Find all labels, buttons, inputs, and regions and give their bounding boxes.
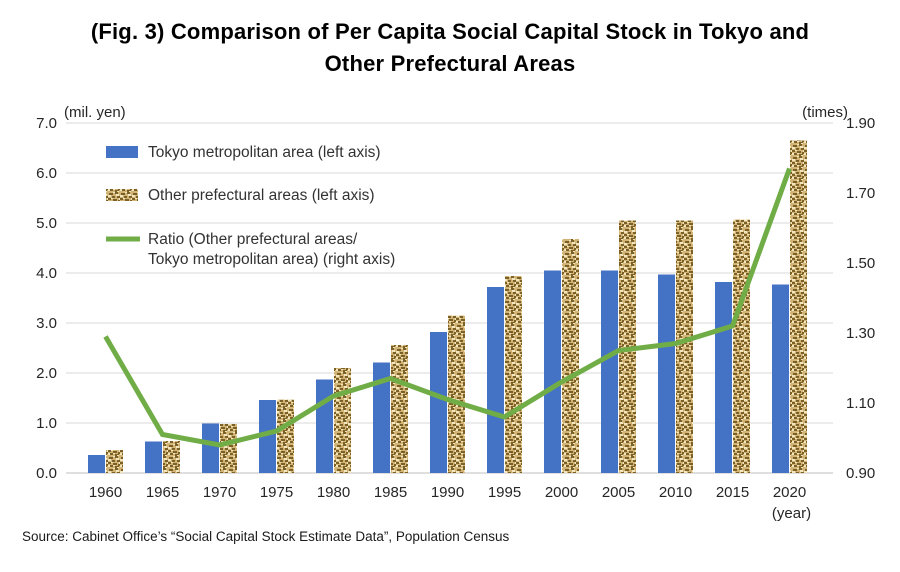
bar-tokyo-1990 <box>430 332 447 473</box>
x-axis-tick-label: 1970 <box>203 484 236 501</box>
x-axis-tick-label: 1965 <box>146 484 179 501</box>
right-axis-tick-label: 1.90 <box>846 115 875 132</box>
legend-label-ratio-line1: Ratio (Other prefectural areas/ <box>148 231 358 248</box>
bar-other-1970 <box>220 424 237 473</box>
bar-other-1980 <box>334 368 351 473</box>
bar-other-2005 <box>619 220 636 473</box>
bar-tokyo-1980 <box>316 379 333 473</box>
right-axis-tick-label: 0.90 <box>846 465 875 482</box>
left-axis-tick-label: 3.0 <box>36 315 57 332</box>
legend-label-other: Other prefectural areas (left axis) <box>148 187 375 204</box>
right-axis-tick-label: 1.10 <box>846 395 875 412</box>
x-axis-tick-label: 1960 <box>89 484 122 501</box>
figure-title-line2: Other Prefectural Areas <box>324 51 576 76</box>
x-axis-tick-label: 2005 <box>602 484 635 501</box>
legend-label-ratio-line2: Tokyo metropolitan area) (right axis) <box>148 251 395 268</box>
right-axis-tick-label: 1.70 <box>846 185 875 202</box>
right-axis-tick-label: 1.50 <box>846 255 875 272</box>
bar-other-1960 <box>106 450 123 473</box>
bar-other-1975 <box>277 399 294 473</box>
bar-tokyo-2020 <box>772 284 789 473</box>
figure-title-line1: (Fig. 3) Comparison of Per Capita Social… <box>90 19 810 44</box>
bar-tokyo-1965 <box>145 441 162 473</box>
bar-tokyo-1960 <box>88 455 105 473</box>
right-axis-unit-label: (times) <box>802 104 848 121</box>
x-axis-tick-label: 1985 <box>374 484 407 501</box>
bar-tokyo-2000 <box>544 270 561 473</box>
figure-title: (Fig. 3) Comparison of Per Capita Social… <box>0 16 900 80</box>
bar-tokyo-2015 <box>715 282 732 473</box>
right-axis-tick-label: 1.30 <box>846 325 875 342</box>
x-axis-unit-label: (year) <box>772 505 811 522</box>
bar-other-1985 <box>391 345 408 473</box>
x-axis-tick-label: 1990 <box>431 484 464 501</box>
bar-tokyo-2005 <box>601 270 618 473</box>
bar-other-1995 <box>505 276 522 473</box>
left-axis-unit-label: (mil. yen) <box>64 104 126 121</box>
left-axis-tick-label: 5.0 <box>36 215 57 232</box>
left-axis-tick-label: 1.0 <box>36 415 57 432</box>
bar-other-2015 <box>733 219 750 473</box>
bar-tokyo-2010 <box>658 274 675 473</box>
bar-tokyo-1970 <box>202 423 219 473</box>
ratio-line <box>103 167 792 448</box>
legend-swatch-tokyo <box>106 146 138 158</box>
bar-tokyo-1985 <box>373 362 390 473</box>
bar-other-2000 <box>562 239 579 473</box>
bar-other-2010 <box>676 220 693 473</box>
x-axis-tick-label: 1980 <box>317 484 350 501</box>
source-note: Source: Cabinet Office’s “Social Capital… <box>22 529 510 544</box>
bar-other-1990 <box>448 315 465 473</box>
x-axis-tick-label: 1995 <box>488 484 521 501</box>
bar-tokyo-1995 <box>487 287 504 473</box>
x-axis-tick-label: 2020 <box>773 484 806 501</box>
x-axis-tick-label: 2000 <box>545 484 578 501</box>
left-axis-tick-label: 6.0 <box>36 165 57 182</box>
x-axis-tick-label: 1975 <box>260 484 293 501</box>
bar-tokyo-1975 <box>259 400 276 473</box>
left-axis-tick-label: 0.0 <box>36 465 57 482</box>
legend-label-tokyo: Tokyo metropolitan area (left axis) <box>148 144 381 161</box>
bar-other-1965 <box>163 441 180 473</box>
left-axis-tick-label: 2.0 <box>36 365 57 382</box>
x-axis-tick-label: 2010 <box>659 484 692 501</box>
x-axis-tick-label: 2015 <box>716 484 749 501</box>
left-axis-tick-label: 4.0 <box>36 265 57 282</box>
left-axis-tick-label: 7.0 <box>36 115 57 132</box>
legend-swatch-other <box>106 189 138 201</box>
bar-other-2020 <box>790 140 807 473</box>
